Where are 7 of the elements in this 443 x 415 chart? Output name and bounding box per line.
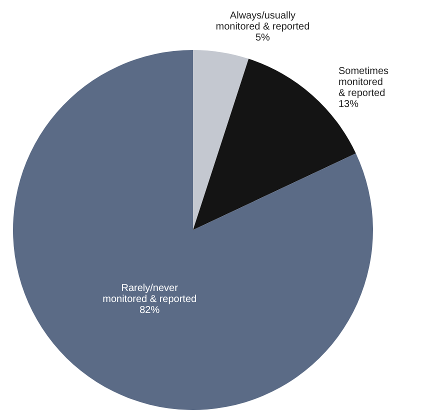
pie-slice xyxy=(193,50,249,230)
data-label: 5% xyxy=(255,32,270,44)
slice-label: Always/usually monitored & reported xyxy=(216,10,310,32)
data-label: 82% xyxy=(140,304,160,316)
slice-label: Rarely/never monitored & reported xyxy=(102,282,197,305)
data-label: 13% xyxy=(338,98,359,110)
slice-label: Sometimes monitored & reported xyxy=(338,66,389,99)
